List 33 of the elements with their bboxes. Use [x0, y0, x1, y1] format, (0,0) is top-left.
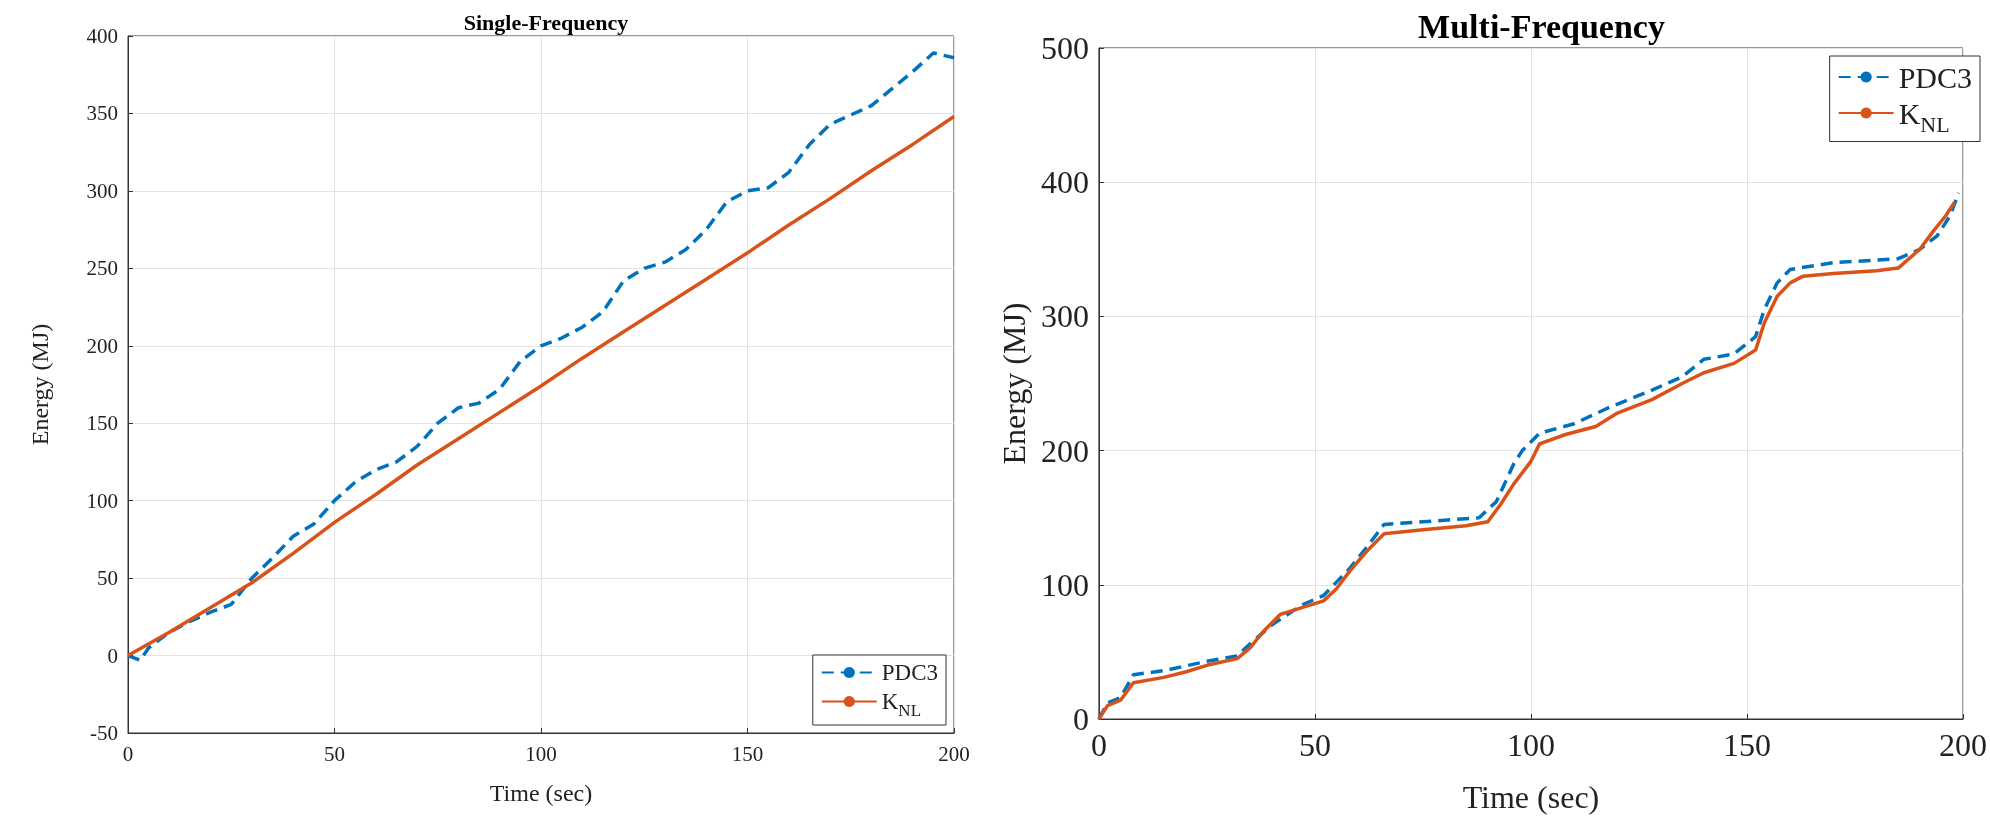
y-tick-label: 250 [86, 256, 118, 281]
y-tick-label: 300 [1040, 298, 1089, 335]
x-tick-label: 50 [324, 741, 345, 766]
y-tick-label: 100 [1040, 566, 1089, 603]
legend-label: PDC3 [1898, 60, 1972, 94]
y-tick-label: 100 [86, 488, 118, 513]
y-tick-label: 150 [86, 411, 118, 436]
y-tick-label: 300 [86, 178, 118, 203]
y-tick-label: 400 [86, 24, 118, 48]
x-tick-label: 200 [938, 741, 970, 766]
chart-title: Multi-Frequency [1418, 7, 1665, 45]
x-tick-label: 200 [1939, 727, 1987, 763]
x-tick-label: 100 [1506, 727, 1555, 763]
x-axis-title: Time (sec) [1462, 779, 1600, 815]
y-tick-label: 200 [86, 333, 118, 358]
x-tick-label: 50 [1298, 727, 1331, 763]
y-tick-label: 200 [1040, 432, 1089, 469]
y-tick-label: 50 [97, 566, 118, 591]
x-tick-label: 150 [1722, 727, 1771, 763]
y-tick-label: 400 [1040, 164, 1089, 201]
y-tick-label: 0 [1072, 701, 1089, 737]
chart-title: Single-Frequency [463, 9, 629, 35]
x-axis-title: Time (sec) [489, 780, 593, 806]
y-tick-label: 500 [1040, 30, 1089, 66]
y-axis-title: Energy (MJ) [27, 323, 53, 446]
y-tick-label: 350 [86, 101, 118, 126]
x-tick-label: 100 [525, 741, 557, 766]
legend-label: PDC3 [881, 660, 939, 685]
y-tick-label: 0 [107, 643, 118, 668]
x-tick-label: 150 [731, 741, 764, 766]
y-axis-title: Energy (MJ) [996, 302, 1032, 465]
x-tick-label: 0 [122, 741, 134, 766]
y-tick-label: -50 [90, 721, 118, 745]
